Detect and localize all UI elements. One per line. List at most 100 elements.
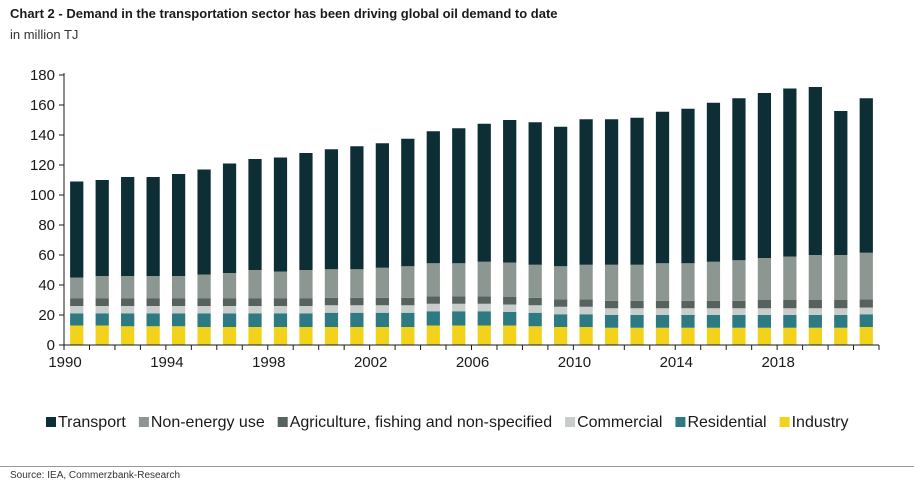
bar-transport-2012 <box>630 117 644 265</box>
bar-residential-2018 <box>783 315 797 328</box>
bar-stack-2014 <box>681 108 695 345</box>
bar-industry-2013 <box>655 327 670 345</box>
legend: Transport Non-energy use Agriculture, fish… <box>46 414 849 431</box>
bar-residential-2020 <box>834 315 848 328</box>
bar-commercial-1992 <box>121 306 135 314</box>
legend-item-agriculture-fishing-and-non-specified: Agriculture, fishing and non-specified <box>277 414 552 431</box>
bar-commercial-2021 <box>859 307 873 315</box>
bar-commercial-2020 <box>834 308 848 315</box>
bar-non-energy-use-2015 <box>706 261 721 301</box>
bar-transport-2001 <box>350 146 364 270</box>
bar-stack-1997 <box>248 159 262 345</box>
bar-residential-2021 <box>859 314 873 327</box>
bar-commercial-2006 <box>477 303 491 312</box>
bar-agriculture-fishing-and-non-specified-2016 <box>732 300 746 309</box>
y-tick-label: 100 <box>30 187 55 204</box>
bar-residential-1991 <box>95 313 109 326</box>
bar-stack-1994 <box>171 174 186 345</box>
bar-stack-2016 <box>732 98 746 345</box>
bar-industry-1999 <box>299 327 313 345</box>
bar-residential-1993 <box>146 313 160 327</box>
y-tick-label: 20 <box>38 307 55 324</box>
bar-transport-1996 <box>222 163 237 273</box>
bar-non-energy-use-1999 <box>299 270 313 299</box>
bar-residential-1995 <box>197 313 211 327</box>
legend-swatch <box>779 417 790 427</box>
bar-transport-2018 <box>783 88 797 257</box>
legend-item-residential: Residential <box>675 414 767 431</box>
bar-stack-2015 <box>706 102 721 345</box>
bar-industry-1993 <box>146 326 160 345</box>
bar-stack-1993 <box>146 177 160 345</box>
bar-stack-2011 <box>604 119 619 345</box>
bar-residential-1996 <box>222 313 237 327</box>
bar-stack-2013 <box>655 111 670 345</box>
bar-residential-2000 <box>324 312 339 327</box>
bar-agriculture-fishing-and-non-specified-2014 <box>681 300 695 309</box>
bar-residential-2015 <box>706 315 721 328</box>
bar-industry-2004 <box>426 325 440 345</box>
bar-transport-2020 <box>834 111 848 255</box>
y-axis: 0 20 40 60 80 100 120 140 160 180 <box>30 67 65 354</box>
y-tick-label: 160 <box>30 97 55 114</box>
x-tick-label: 2010 <box>558 354 591 371</box>
bar-stack-1999 <box>299 153 313 345</box>
legend-item-transport: Transport <box>46 414 126 431</box>
bar-non-energy-use-2021 <box>859 252 873 300</box>
bar-agriculture-fishing-and-non-specified-2006 <box>477 296 491 304</box>
bar-industry-2010 <box>579 327 593 345</box>
bar-stack-2006 <box>477 123 491 345</box>
bar-commercial-2001 <box>350 305 364 313</box>
bar-agriculture-fishing-and-non-specified-2002 <box>375 297 389 306</box>
bar-non-energy-use-2018 <box>783 256 797 300</box>
bar-non-energy-use-2016 <box>732 260 746 301</box>
y-tick-label: 0 <box>47 337 55 354</box>
bars <box>70 87 873 345</box>
bar-industry-1992 <box>121 326 135 345</box>
bar-stack-2019 <box>808 87 822 345</box>
bar-residential-2013 <box>655 315 670 328</box>
bar-agriculture-fishing-and-non-specified-2008 <box>528 297 542 306</box>
bar-transport-2002 <box>375 143 389 268</box>
bar-residential-2006 <box>477 311 491 326</box>
bar-stack-2020 <box>834 111 848 345</box>
bar-non-energy-use-1992 <box>121 276 135 299</box>
legend-item-commercial: Commercial <box>565 414 662 431</box>
bar-agriculture-fishing-and-non-specified-2003 <box>401 297 415 306</box>
bar-agriculture-fishing-and-non-specified-1990 <box>70 298 84 306</box>
bar-residential-1999 <box>299 313 313 327</box>
stacked-bar-chart: 0 20 40 60 80 100 120 140 160 180 1990 1994 1998 200… <box>30 67 880 431</box>
bar-industry-1997 <box>248 327 262 345</box>
bar-non-energy-use-2014 <box>681 263 695 301</box>
bar-non-energy-use-2006 <box>477 261 491 297</box>
bar-commercial-2013 <box>655 308 670 315</box>
y-tick-label: 120 <box>30 157 55 174</box>
bar-commercial-2004 <box>426 303 440 312</box>
bar-residential-2005 <box>452 311 466 326</box>
bar-stack-1998 <box>273 157 288 345</box>
bar-transport-2013 <box>655 111 670 264</box>
chart-title: Chart 2 - Demand in the transportation s… <box>10 6 558 21</box>
legend-item-industry: Industry <box>779 414 849 431</box>
bar-residential-2019 <box>808 315 822 328</box>
bar-non-energy-use-2009 <box>554 266 568 300</box>
bar-transport-2006 <box>477 123 491 262</box>
bar-industry-2017 <box>757 327 772 345</box>
bar-commercial-2016 <box>732 308 746 315</box>
legend-swatch <box>138 417 149 427</box>
bar-industry-2015 <box>706 327 721 345</box>
y-tick-label: 140 <box>30 127 55 144</box>
bar-residential-2014 <box>681 315 695 328</box>
bar-non-energy-use-2020 <box>834 255 848 300</box>
bar-stack-2008 <box>528 122 542 345</box>
bar-commercial-1994 <box>171 306 186 314</box>
bar-commercial-2008 <box>528 305 542 313</box>
bar-agriculture-fishing-and-non-specified-2019 <box>808 300 822 309</box>
bar-agriculture-fishing-and-non-specified-2005 <box>452 296 466 304</box>
chart-subtitle: in million TJ <box>10 27 79 42</box>
bar-commercial-2002 <box>375 305 389 313</box>
bar-stack-2018 <box>783 88 797 345</box>
bar-industry-2016 <box>732 327 746 345</box>
bar-commercial-2005 <box>452 303 466 312</box>
bar-commercial-1991 <box>95 306 109 314</box>
